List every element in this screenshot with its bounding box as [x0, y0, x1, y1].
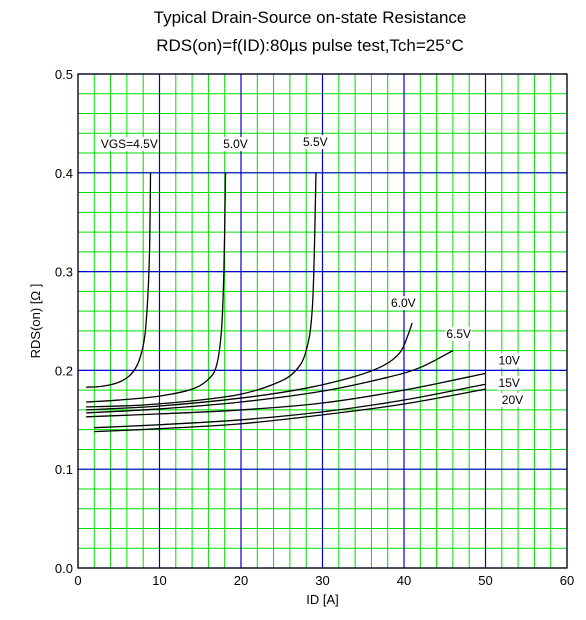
series-line	[94, 388, 486, 433]
series-label-background	[389, 296, 417, 311]
x-tick-label: 60	[560, 573, 574, 588]
y-tick-label: 0.1	[55, 462, 73, 477]
series-label-background	[99, 137, 159, 152]
series-label: VGS=4.5V	[101, 137, 158, 151]
series-label: 5.0V	[223, 137, 248, 151]
series-labels: VGS=4.5V 5.0V 5.5V 6.0V 6.5V 10V 15V 20V	[99, 135, 525, 407]
series-label: 5.5V	[303, 135, 328, 149]
series-line	[86, 172, 152, 388]
series-line	[86, 322, 413, 411]
chart-subtitle: RDS(on)=f(ID):80µs pulse test,Tch=25°C	[156, 36, 464, 55]
y-tick-label: 0.2	[55, 363, 73, 378]
series-line	[86, 172, 227, 403]
y-tick-label: 0.0	[55, 561, 73, 576]
series-label-background	[497, 353, 521, 368]
series-label: 20V	[502, 393, 523, 407]
x-tick-label: 20	[234, 573, 248, 588]
y-tick-label: 0.3	[55, 265, 73, 280]
x-tick-label: 50	[478, 573, 492, 588]
y-axis-label: RDS(on) [Ω ]	[28, 284, 43, 359]
series-label-background	[500, 392, 525, 407]
series-label-background	[222, 137, 249, 152]
x-tick-label: 30	[315, 573, 329, 588]
plot-frame	[77, 73, 568, 569]
x-tick-label: 10	[152, 573, 166, 588]
series-label: 15V	[499, 376, 520, 390]
series-label: 6.0V	[391, 296, 416, 310]
series-line	[86, 372, 486, 418]
x-axis-label: ID [A]	[306, 592, 339, 607]
series-label-background	[445, 326, 473, 341]
series-label: 10V	[499, 353, 520, 367]
series-label-background	[497, 376, 521, 391]
series-label: 6.5V	[446, 327, 471, 341]
chart-title: Typical Drain-Source on-state Resistance	[153, 8, 467, 27]
y-tick-label: 0.5	[55, 67, 73, 82]
series-lines	[86, 172, 486, 433]
series-line	[86, 172, 317, 408]
axis-ticks: 0 10 20 30 40 50 60 0.0 0.1 0.2 0.3 0.4 0.5	[55, 67, 574, 588]
series-line	[86, 350, 454, 414]
series-line	[94, 383, 486, 429]
x-tick-label: 0	[74, 573, 81, 588]
series-label-background	[301, 135, 329, 150]
y-tick-label: 0.4	[55, 166, 73, 181]
x-tick-label: 40	[397, 573, 411, 588]
